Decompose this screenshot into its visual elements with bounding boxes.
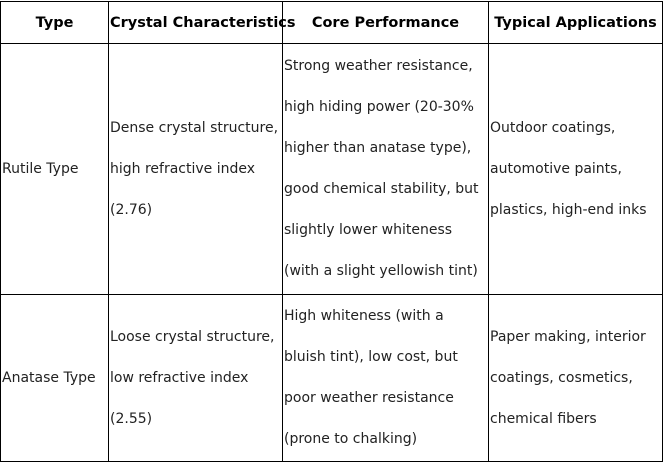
cell-core-performance: High whiteness (with a bluish tint), low… — [282, 294, 489, 462]
cell-core-performance: Strong weather resistance, high hiding p… — [282, 43, 489, 295]
table-row: Rutile Type Dense crystal structure, hig… — [0, 43, 663, 295]
cell-type: Anatase Type — [0, 294, 109, 462]
header-crystal-characteristics: Crystal Characteristics — [108, 1, 296, 44]
cell-typical-applications: Outdoor coatings, automotive paints, pla… — [488, 43, 663, 295]
cell-typical-applications: Paper making, interior coatings, cosmeti… — [488, 294, 663, 462]
header-row: Type Crystal Characteristics Core Perfor… — [0, 1, 663, 44]
table-row: Anatase Type Loose crystal structure, lo… — [0, 294, 663, 462]
cell-crystal-characteristics: Dense crystal structure, high refractive… — [108, 43, 283, 295]
header-core-performance: Core Performance — [282, 1, 489, 44]
header-type: Type — [0, 1, 109, 44]
cell-type: Rutile Type — [0, 43, 109, 295]
header-typical-applications: Typical Applications — [488, 1, 663, 44]
cell-crystal-characteristics: Loose crystal structure, low refractive … — [108, 294, 283, 462]
